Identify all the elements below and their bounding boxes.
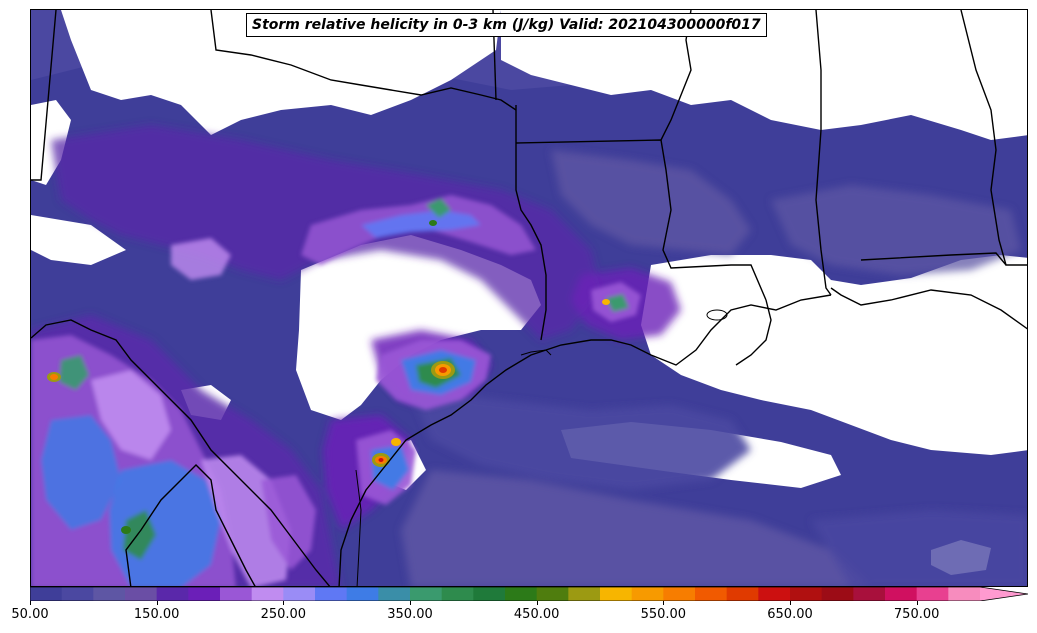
colorbar-outline [30, 587, 1028, 601]
colorbar-swatch [441, 587, 474, 601]
colorbar-tick-label: 650.00 [767, 607, 813, 622]
colorbar-swatch [30, 587, 63, 601]
colorbar-swatch [156, 587, 189, 601]
colorbar-swatch [600, 587, 633, 601]
colorbar-swatch [188, 587, 221, 601]
map-panel [30, 9, 1028, 587]
colorbar-tick-label: 750.00 [893, 607, 940, 622]
colorbar-swatch [853, 587, 886, 601]
colorbar-tick-label: 550.00 [640, 607, 687, 622]
colorbar-swatch [61, 587, 94, 601]
colorbar-swatch [536, 587, 569, 601]
colorbar-tick-mark [30, 601, 31, 605]
elevated-helicity-blobs [31, 195, 641, 586]
high-helicity-cores [47, 220, 610, 534]
colorbar-tick-mark [283, 601, 285, 605]
colorbar-swatch [125, 587, 158, 601]
helicity-map [31, 10, 1027, 586]
colorbar-tick-label: 450.00 [513, 607, 560, 622]
colorbar-tick-label: 50.00 [11, 607, 49, 622]
colorbar-swatch [346, 587, 379, 601]
colorbar-swatch [410, 587, 443, 601]
colorbar-swatch [568, 587, 601, 601]
colorbar-swatch [790, 587, 823, 601]
colorbar-swatch [315, 587, 348, 601]
colorbar-tick-mark [156, 601, 158, 605]
colorbar-swatch [885, 587, 918, 601]
coastal-islands [355, 309, 728, 586]
colorbar-swatch [948, 587, 981, 601]
colorbar-tick-label: 350.00 [387, 607, 433, 622]
colorbar-tick-mark [536, 601, 538, 605]
colorbar-swatch [726, 587, 759, 601]
colorbar-swatch [473, 587, 506, 601]
colorbar-swatch [916, 587, 949, 601]
colorbar-swatch [821, 587, 854, 601]
colorbar-swatch [220, 587, 253, 601]
map-title: Storm relative helicity in 0-3 km (J/kg)… [246, 13, 767, 37]
colorbar-swatch [378, 587, 411, 601]
colorbar-tick-label: 250.00 [260, 607, 307, 622]
colorbar-swatch [251, 587, 284, 601]
colorbar-tick-mark [790, 601, 791, 605]
colorbar-extend-arrow [980, 587, 1028, 601]
colorbar-tick-mark [410, 601, 411, 605]
colorbar-tick-mark [663, 601, 665, 605]
colorbar-swatch [695, 587, 728, 601]
colorbar-swatches [30, 587, 1028, 601]
colorbar-tick-mark [916, 601, 918, 605]
colorbar [30, 587, 1028, 601]
colorbar-swatch [93, 587, 126, 601]
colorbar-swatch [283, 587, 316, 601]
colorbar-swatch [663, 587, 696, 601]
colorbar-swatch [631, 587, 664, 601]
colorbar-tick-label: 150.00 [133, 607, 180, 622]
colorbar-swatch [505, 587, 538, 601]
colorbar-swatch [758, 587, 791, 601]
